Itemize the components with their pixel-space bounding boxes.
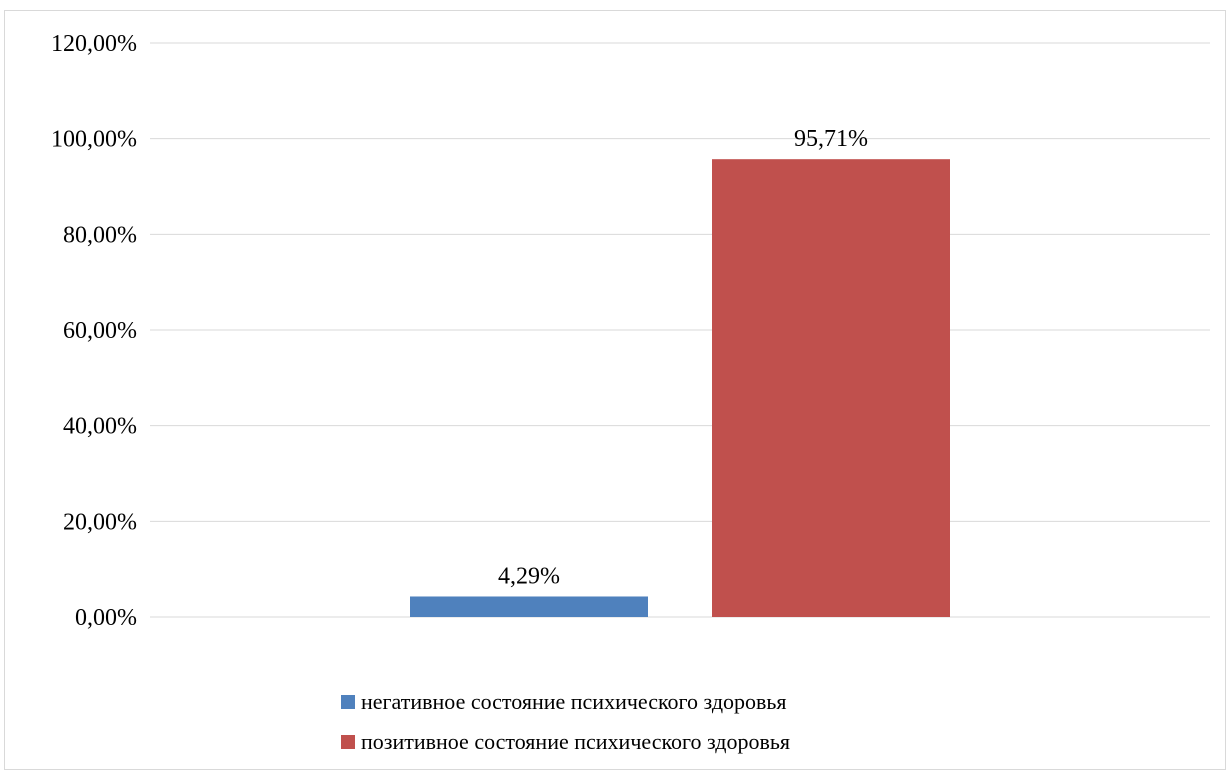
y-tick-label: 60,00%	[63, 318, 137, 344]
y-tick-label: 40,00%	[63, 414, 137, 440]
legend-item-negative[interactable]: негативное состояние психического здоров…	[341, 689, 787, 715]
legend-label-negative: негативное состояние психического здоров…	[361, 689, 787, 714]
legend-label-positive: позитивное состояние психического здоров…	[361, 729, 791, 754]
y-tick-label: 100,00%	[51, 127, 137, 153]
data-labels: 4,29% 95,71%	[498, 126, 868, 589]
legend-item-positive[interactable]: позитивное состояние психического здоров…	[341, 729, 790, 755]
y-axis-tick-labels: 0,00% 20,00% 40,00% 60,00% 80,00% 100,00% 120,…	[51, 31, 137, 631]
bar-data-label: 4,29%	[498, 563, 560, 589]
y-tick-label: 80,00%	[63, 222, 137, 248]
bar[interactable]	[410, 596, 648, 617]
legend-swatch-positive	[341, 735, 355, 749]
bar-chart: 0,00% 20,00% 40,00% 60,00% 80,00% 100,00% 120,…	[51, 31, 1210, 631]
y-tick-label: 20,00%	[63, 509, 137, 535]
legend-swatch-negative	[341, 695, 355, 709]
y-tick-label: 120,00%	[51, 31, 137, 57]
gridlines	[150, 42, 1210, 618]
bars	[410, 159, 950, 617]
bar-data-label: 95,71%	[794, 126, 868, 152]
bar[interactable]	[712, 159, 950, 617]
y-tick-label: 0,00%	[75, 605, 137, 631]
chart-frame	[4, 10, 1226, 770]
